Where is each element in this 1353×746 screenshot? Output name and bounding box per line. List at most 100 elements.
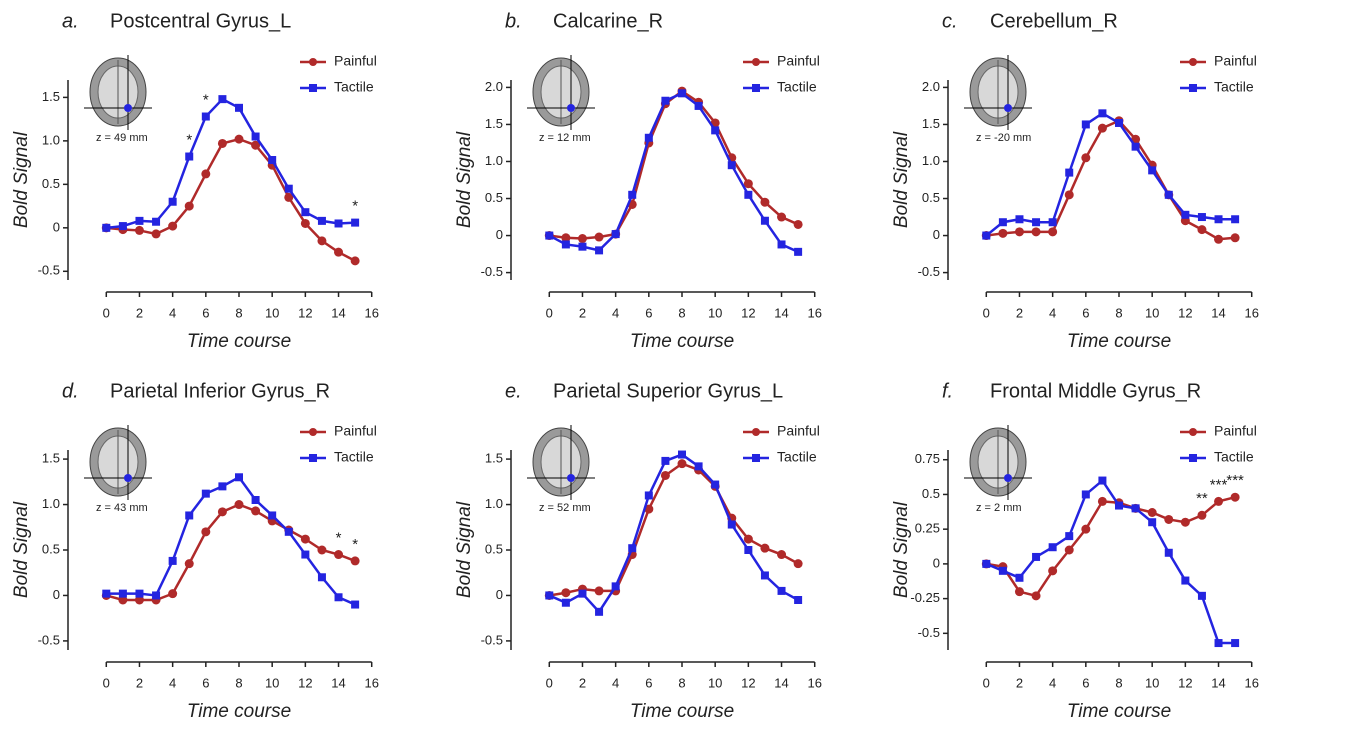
series-line: [985, 478, 1236, 645]
inset-label: z = -20 mm: [976, 132, 1031, 144]
x-tick-label: 12: [741, 305, 755, 320]
y-tick-label: 0: [53, 587, 60, 602]
marker: [727, 161, 736, 170]
marker: [1197, 225, 1207, 235]
marker: [251, 140, 261, 150]
crosshair-spot: [1004, 474, 1012, 482]
x-tick-label: 6: [202, 675, 209, 690]
x-tick-label: 6: [645, 675, 652, 690]
marker: [217, 507, 227, 517]
x-tick-label: 10: [265, 675, 279, 690]
crosshair-spot: [567, 474, 575, 482]
x-tick-label: 12: [1178, 675, 1192, 690]
marker: [578, 242, 587, 251]
marker: [300, 534, 310, 544]
marker: [760, 197, 770, 207]
marker: [168, 197, 177, 206]
x-tick-label: 6: [645, 305, 652, 320]
panel-label: c.: [942, 10, 958, 32]
y-tick-label: 1.0: [922, 153, 940, 168]
marker: [1014, 227, 1024, 237]
marker: [743, 179, 753, 189]
x-tick-label: 2: [1016, 305, 1023, 320]
legend-marker: [752, 454, 760, 462]
chart-title: Parietal Inferior Gyrus_R: [110, 380, 330, 402]
marker: [201, 169, 211, 179]
marker: [982, 231, 991, 240]
legend-label: Tactile: [777, 79, 817, 95]
marker: [350, 256, 360, 266]
series-line: [105, 503, 356, 602]
y-tick-label: 1.0: [485, 496, 503, 511]
marker: [1231, 639, 1240, 648]
x-tick-label: 0: [983, 305, 990, 320]
legend-label: Tactile: [1214, 79, 1254, 95]
marker: [1065, 168, 1074, 177]
y-tick-label: 0: [53, 219, 60, 234]
inset-label: z = 12 mm: [539, 132, 591, 144]
chart-title: Postcentral Gyrus_L: [110, 10, 291, 32]
series-line: [106, 475, 356, 606]
marker: [152, 591, 161, 600]
marker: [1164, 514, 1174, 524]
marker: [561, 233, 571, 243]
marker: [134, 225, 144, 235]
marker: [152, 217, 161, 226]
marker: [1098, 109, 1107, 118]
brain-inset: [527, 425, 595, 500]
series-line: [985, 111, 1236, 237]
marker: [334, 219, 343, 228]
marker: [151, 229, 161, 239]
chart-title: Calcarine_R: [553, 10, 663, 32]
marker: [660, 470, 670, 480]
crosshair-spot: [567, 104, 575, 112]
marker: [135, 216, 144, 225]
y-tick-label: -0.5: [918, 625, 940, 640]
x-tick-label: 12: [298, 675, 312, 690]
marker: [628, 544, 637, 553]
x-tick-label: 10: [708, 305, 722, 320]
x-tick-label: 14: [1211, 675, 1225, 690]
marker: [744, 546, 753, 554]
marker: [1230, 233, 1240, 243]
x-tick-label: 4: [1049, 305, 1056, 320]
marker: [998, 218, 1007, 227]
panel-label: f.: [942, 380, 953, 402]
marker: [678, 450, 686, 459]
legend-label: Painful: [334, 53, 377, 69]
x-tick-label: 14: [774, 305, 788, 320]
chart-title: Cerebellum_R: [990, 10, 1118, 32]
marker: [1197, 510, 1207, 520]
y-tick-label: 0.5: [485, 541, 503, 556]
marker: [611, 230, 620, 239]
panel-label: a.: [62, 10, 79, 32]
marker: [1214, 496, 1224, 506]
x-tick-label: 8: [1115, 675, 1122, 690]
legend-label: Painful: [1214, 53, 1257, 69]
marker: [185, 511, 194, 520]
significance-mark: **: [1196, 490, 1208, 507]
y-tick-label: 0.5: [42, 176, 60, 191]
significance-mark: ***: [1226, 472, 1244, 489]
marker: [577, 234, 587, 244]
x-tick-label: 2: [1016, 675, 1023, 690]
x-tick-label: 6: [1082, 675, 1089, 690]
marker: [234, 500, 244, 510]
marker: [1015, 573, 1024, 582]
x-tick-label: 4: [169, 675, 176, 690]
marker: [234, 134, 244, 144]
x-tick-label: 6: [1082, 305, 1089, 320]
marker: [777, 586, 786, 595]
panel-label: d.: [62, 380, 79, 402]
marker: [545, 591, 554, 600]
marker: [118, 589, 127, 598]
series-line: [548, 453, 799, 614]
legend-label: Painful: [334, 423, 377, 439]
x-tick-label: 6: [202, 305, 209, 320]
marker: [235, 473, 243, 482]
brain-inset: [964, 425, 1032, 500]
marker: [777, 550, 787, 560]
marker: [998, 566, 1007, 575]
y-tick-label: 1.5: [42, 89, 60, 104]
marker: [351, 600, 360, 609]
